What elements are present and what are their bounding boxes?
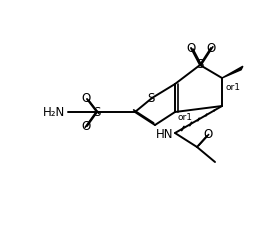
Text: O: O (81, 93, 91, 106)
Text: O: O (206, 41, 216, 55)
Text: O: O (81, 120, 91, 133)
Text: or1: or1 (225, 82, 240, 92)
Text: S: S (93, 106, 101, 119)
Text: S: S (196, 58, 204, 72)
Text: O: O (203, 127, 213, 140)
Text: or1: or1 (178, 113, 193, 123)
Polygon shape (222, 66, 243, 78)
Text: HN: HN (156, 127, 173, 140)
Text: O: O (186, 41, 196, 55)
Text: H₂N: H₂N (43, 106, 65, 119)
Text: S: S (147, 93, 155, 106)
